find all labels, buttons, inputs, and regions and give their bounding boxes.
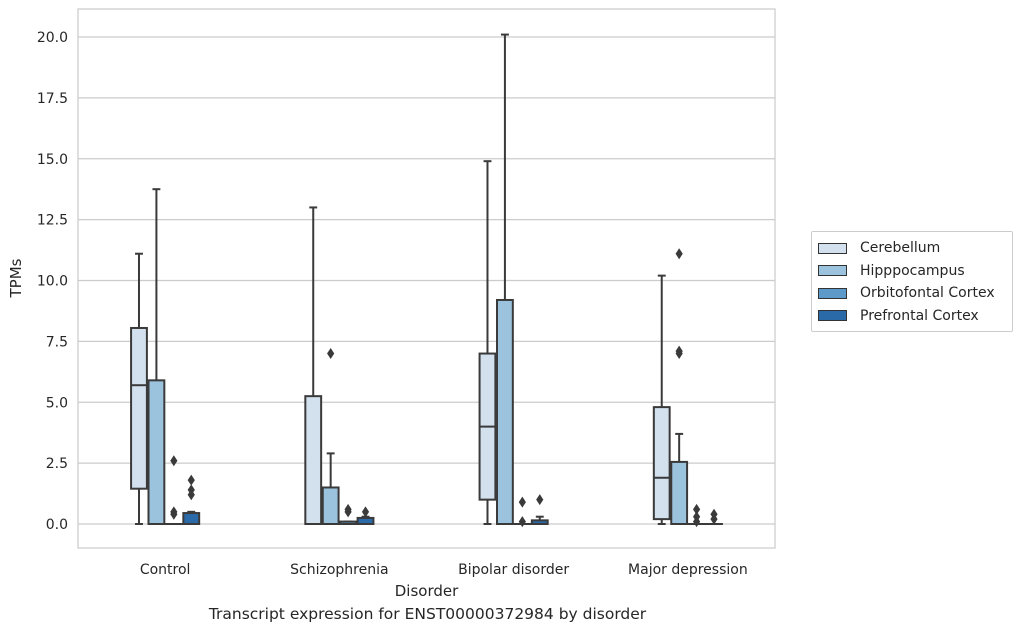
y-tick-label: 12.5 bbox=[37, 213, 68, 229]
legend-swatch bbox=[818, 242, 847, 254]
y-tick-labels: 0.0 2.5 5.0 7.5 10.0 12.5 15.0 17.5 20.0 bbox=[37, 30, 68, 533]
y-tick-label: 0.0 bbox=[46, 517, 68, 533]
box-4-1 bbox=[182, 474, 201, 525]
box-4-2 bbox=[356, 506, 375, 525]
y-tick-label: 10.0 bbox=[37, 274, 68, 290]
outlier-point bbox=[536, 494, 544, 506]
outlier-point bbox=[187, 484, 195, 496]
y-tick-label: 7.5 bbox=[46, 334, 68, 350]
box-body bbox=[670, 460, 689, 525]
box-2-4 bbox=[670, 248, 689, 525]
legend: Cerebellum Hipppocampus Orbitofontal Corte… bbox=[811, 231, 1013, 332]
legend-label: Orbitofontal Cortex bbox=[860, 285, 995, 302]
outlier-point bbox=[518, 496, 526, 508]
legend-item: Orbitofontal Cortex bbox=[818, 282, 1006, 305]
y-tick-label: 15.0 bbox=[37, 152, 68, 168]
box-1-1 bbox=[130, 252, 148, 525]
boxes bbox=[130, 33, 723, 528]
outlier-point bbox=[692, 511, 701, 523]
box-2-1 bbox=[147, 188, 166, 525]
box-body bbox=[130, 326, 148, 490]
y-tick-label: 2.5 bbox=[46, 456, 68, 472]
box-body bbox=[496, 298, 514, 526]
plot-frame bbox=[77, 8, 776, 549]
legend-swatch bbox=[818, 287, 847, 299]
box-body bbox=[304, 395, 323, 526]
box-3-1 bbox=[164, 455, 183, 526]
outlier-point bbox=[187, 474, 195, 486]
x-tick-label: Schizophrenia bbox=[290, 562, 388, 578]
box-3-3 bbox=[513, 496, 532, 528]
box-2-2 bbox=[321, 348, 340, 526]
outlier-point bbox=[675, 248, 683, 260]
y-axis-label: TPMs bbox=[7, 258, 25, 298]
x-tick-label: Control bbox=[140, 562, 191, 578]
box-3-4 bbox=[687, 503, 706, 528]
outlier-point bbox=[675, 345, 683, 357]
legend-item: Cerebellum bbox=[818, 237, 1006, 260]
outlier-point bbox=[344, 503, 352, 515]
box-body bbox=[321, 486, 340, 526]
box-4-4 bbox=[705, 508, 723, 526]
legend-swatch bbox=[818, 265, 847, 277]
x-tick-label: Bipolar disorder bbox=[458, 562, 569, 578]
legend-swatch bbox=[818, 310, 847, 322]
box-1-3 bbox=[478, 160, 497, 525]
box-3-2 bbox=[339, 503, 357, 526]
outlier-point bbox=[518, 516, 526, 528]
outlier-point bbox=[170, 455, 178, 467]
box-body bbox=[652, 406, 671, 521]
outlier-point bbox=[692, 503, 701, 515]
x-axis-label: Disorder bbox=[395, 582, 459, 600]
box-2-3 bbox=[496, 33, 514, 526]
x-tick-labels: Control Schizophrenia Bipolar disorder Majo… bbox=[140, 562, 748, 578]
box-1-4 bbox=[652, 274, 671, 525]
legend-label: Hipppocampus bbox=[860, 262, 965, 279]
box-body bbox=[182, 512, 201, 525]
legend-item: Hipppocampus bbox=[818, 260, 1006, 283]
legend-item: Prefrontal Cortex bbox=[818, 305, 1006, 328]
grid-lines bbox=[78, 36, 775, 525]
legend-label: Cerebellum bbox=[860, 240, 941, 257]
box-1-2 bbox=[304, 206, 323, 526]
outlier-point bbox=[327, 348, 335, 360]
y-tick-label: 5.0 bbox=[46, 395, 68, 411]
chart-caption: Transcript expression for ENST0000037298… bbox=[208, 605, 647, 623]
x-tick-label: Major depression bbox=[628, 562, 748, 578]
outlier-point bbox=[710, 508, 718, 520]
box-body bbox=[147, 379, 166, 525]
outlier-point bbox=[361, 506, 370, 518]
legend-label: Prefrontal Cortex bbox=[860, 307, 979, 324]
y-tick-label: 17.5 bbox=[37, 91, 68, 107]
y-tick-label: 20.0 bbox=[37, 30, 68, 46]
outlier-point bbox=[170, 506, 178, 518]
box-4-3 bbox=[530, 494, 549, 525]
